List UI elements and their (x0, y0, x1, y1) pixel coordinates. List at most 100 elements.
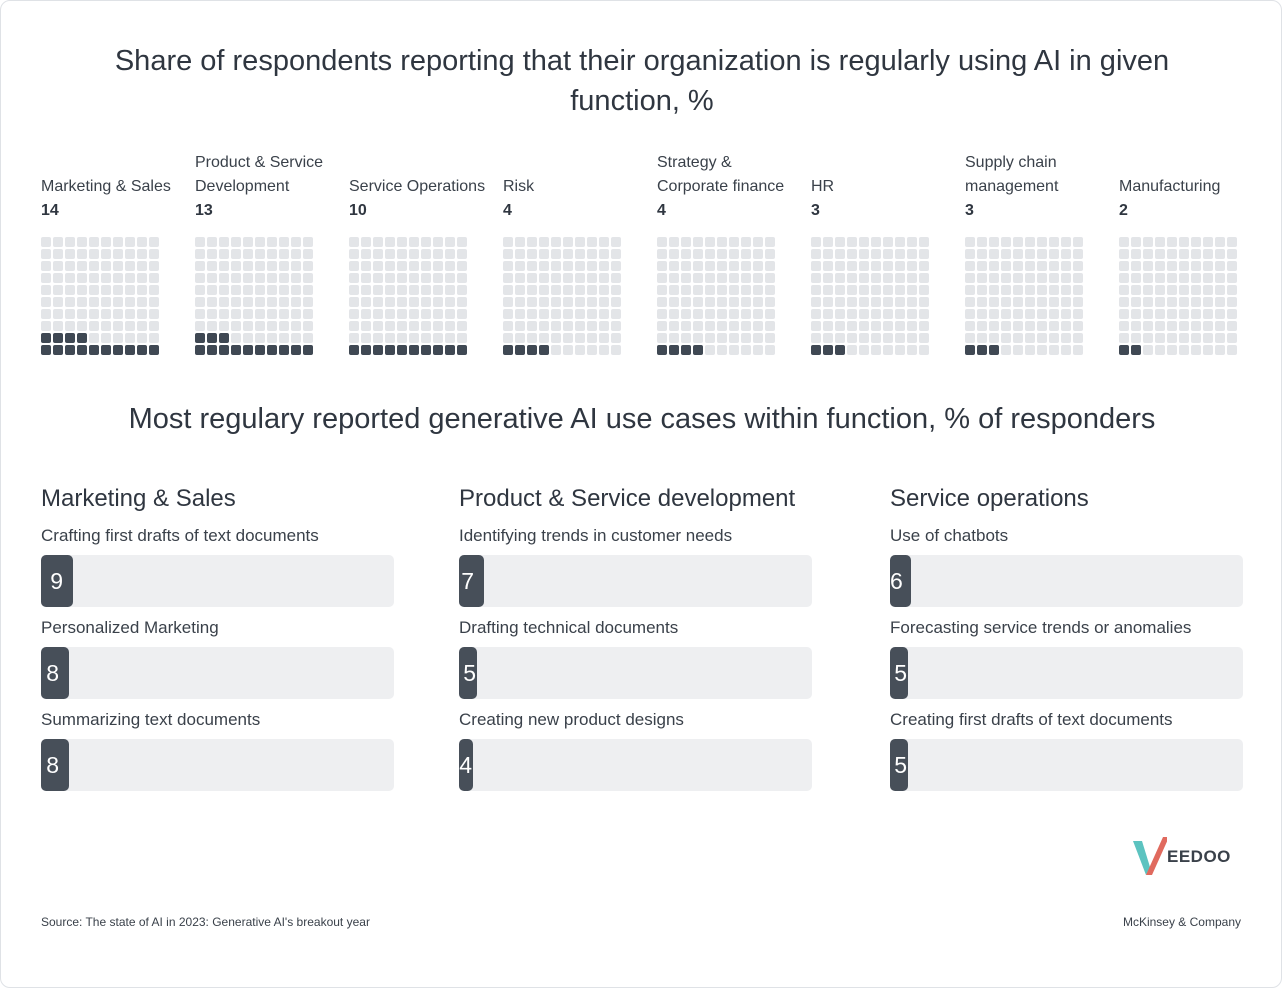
waffle-cell-filled (409, 345, 419, 355)
bar-label: Crafting first drafts of text documents (41, 526, 319, 545)
waffle-cell-empty (125, 249, 135, 259)
waffle-cell-empty (729, 249, 739, 259)
waffle-cell-filled (457, 345, 467, 355)
waffle-cell-empty (977, 237, 987, 247)
waffle-cell-empty (279, 237, 289, 247)
waffle-cell-empty (243, 237, 253, 247)
waffle-cell-empty (445, 273, 455, 283)
waffle-cell-empty (255, 297, 265, 307)
waffle-cell-empty (551, 285, 561, 295)
waffle-cell-empty (149, 333, 159, 343)
waffle-cell-empty (527, 273, 537, 283)
waffle-cell-empty (551, 273, 561, 283)
waffle-cell-empty (385, 261, 395, 271)
waffle-cell-empty (563, 273, 573, 283)
waffle-cell-empty (1049, 273, 1059, 283)
waffle-cell-empty (657, 261, 667, 271)
waffle-cell-empty (421, 333, 431, 343)
waffle-cell-empty (349, 237, 359, 247)
waffle-cell-empty (421, 261, 431, 271)
bar-track: 8 (41, 647, 394, 699)
waffle-cell-empty (1073, 345, 1083, 355)
waffle-cell-empty (977, 285, 987, 295)
section-marketing-and-sales: Marketing & Sales Crafting first drafts o… (41, 483, 441, 791)
waffle-cell-empty (587, 237, 597, 247)
waffle-cell-filled (1131, 345, 1141, 355)
waffle-cell-empty (457, 285, 467, 295)
waffle-cell-empty (1227, 309, 1237, 319)
waffle-cell-filled (527, 345, 537, 355)
waffle-cell-empty (349, 273, 359, 283)
waffle-cell-empty (965, 273, 975, 283)
waffle-cell-empty (207, 297, 217, 307)
waffle-cell-empty (1215, 249, 1225, 259)
waffle-label: Service Operations (349, 178, 486, 195)
waffle-cell-empty (859, 249, 869, 259)
waffle-cell-empty (871, 345, 881, 355)
waffle-cell-empty (871, 261, 881, 271)
waffle-cell-empty (835, 333, 845, 343)
waffle-cell-empty (149, 297, 159, 307)
waffle-cell-empty (373, 297, 383, 307)
waffle-cell-empty (515, 273, 525, 283)
waffle-cell-empty (1013, 261, 1023, 271)
waffle-cell-empty (503, 333, 513, 343)
waffle-label: Manufacturing (1119, 178, 1221, 195)
waffle-cell-empty (883, 309, 893, 319)
waffle-cell-empty (1131, 249, 1141, 259)
waffle-cell-empty (681, 333, 691, 343)
waffle-cell-empty (1203, 309, 1213, 319)
waffle-cell-empty (527, 333, 537, 343)
waffle-cell-empty (599, 249, 609, 259)
waffle-cell-empty (445, 333, 455, 343)
waffle-cell-empty (587, 261, 597, 271)
waffle-cell-empty (361, 297, 371, 307)
waffle-cell-empty (219, 273, 229, 283)
waffle-cell-empty (835, 321, 845, 331)
waffle-cell-empty (989, 297, 999, 307)
waffle-cell-empty (563, 345, 573, 355)
waffle-cell-empty (657, 333, 667, 343)
waffle-cell-empty (361, 333, 371, 343)
waffle-cell-empty (1191, 309, 1201, 319)
waffle-cell-empty (1037, 297, 1047, 307)
waffle-cell-filled (373, 345, 383, 355)
waffle-cell-empty (611, 333, 621, 343)
waffle-cell-empty (717, 345, 727, 355)
waffle-grid (41, 237, 159, 355)
waffle-cell-empty (255, 309, 265, 319)
waffle-cell-empty (125, 297, 135, 307)
waffle-cell-empty (89, 309, 99, 319)
waffle-cell-empty (1049, 249, 1059, 259)
waffle-cell-filled (1119, 345, 1129, 355)
waffle-cell-empty (113, 261, 123, 271)
waffle-cell-empty (811, 261, 821, 271)
waffle-cell-empty (1227, 345, 1237, 355)
waffle-cell-empty (231, 261, 241, 271)
waffle-cell-empty (859, 345, 869, 355)
waffle-cell-empty (907, 297, 917, 307)
waffle-cell-empty (409, 273, 419, 283)
waffle-cell-empty (693, 261, 703, 271)
waffle-cell-empty (1061, 309, 1071, 319)
waffle-cell-empty (125, 261, 135, 271)
waffle-cell-empty (835, 285, 845, 295)
waffle-cell-empty (409, 261, 419, 271)
waffle-cell-empty (89, 261, 99, 271)
waffle-marketing-and-sales: Marketing & Sales 14 (41, 126, 181, 355)
waffle-cell-empty (125, 237, 135, 247)
waffle-cell-empty (457, 309, 467, 319)
waffle-cell-empty (681, 273, 691, 283)
waffle-cell-empty (871, 249, 881, 259)
waffle-cell-empty (1025, 333, 1035, 343)
waffle-cell-empty (231, 249, 241, 259)
waffle-cell-empty (1061, 285, 1071, 295)
waffle-cell-empty (1179, 297, 1189, 307)
waffle-cell-empty (1131, 333, 1141, 343)
waffle-cell-empty (587, 333, 597, 343)
waffle-cell-empty (1215, 261, 1225, 271)
waffle-cell-empty (361, 285, 371, 295)
waffle-cell-empty (445, 237, 455, 247)
waffle-cell-empty (385, 273, 395, 283)
waffle-cell-empty (65, 297, 75, 307)
